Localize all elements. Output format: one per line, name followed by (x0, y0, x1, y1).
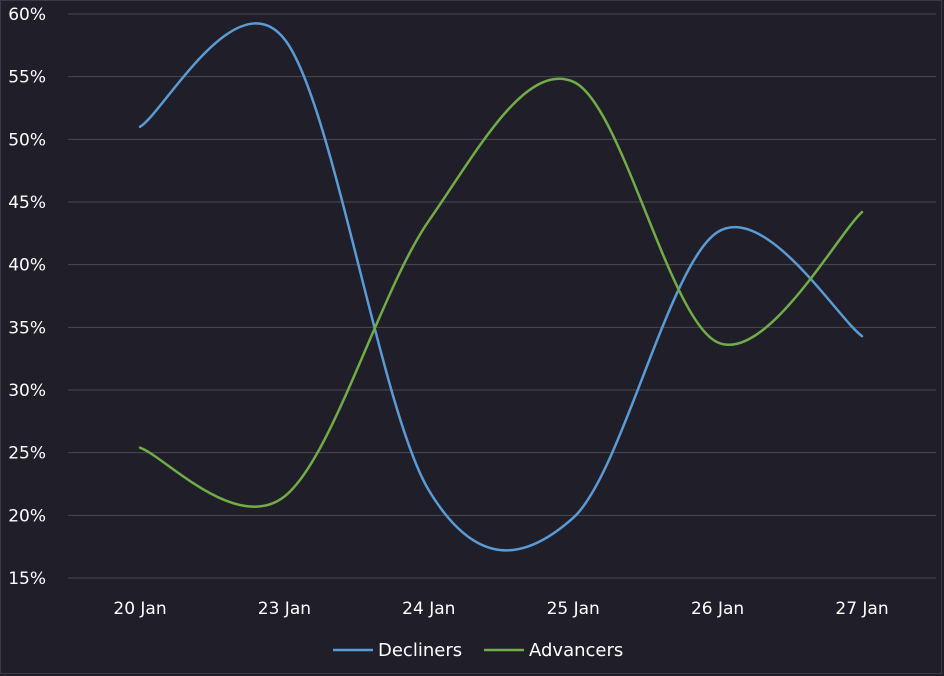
x-tick-label: 23 Jan (258, 599, 311, 619)
y-tick-label: 40% (8, 256, 46, 276)
legend-label-advancers: Advancers (529, 640, 623, 661)
y-tick-label: 55% (8, 68, 46, 88)
y-tick-label: 20% (8, 506, 46, 526)
series-lines (138, 22, 864, 552)
x-axis-ticks: 20 Jan 23 Jan 24 Jan 25 Jan 26 Jan 27 Jan (113, 599, 888, 619)
legend-label-decliners: Decliners (378, 640, 462, 661)
y-tick-label: 60% (8, 5, 46, 25)
x-tick-label: 27 Jan (835, 599, 888, 619)
y-tick-label: 35% (8, 318, 46, 338)
y-tick-label: 50% (8, 130, 46, 150)
x-tick-label: 24 Jan (402, 599, 455, 619)
grid-lines (68, 13, 936, 579)
legend: Decliners Advancers (333, 640, 623, 661)
x-tick-label: 25 Jan (547, 599, 600, 619)
y-tick-label: 25% (8, 444, 46, 464)
x-tick-label: 20 Jan (113, 599, 166, 619)
series-line-advancers (138, 77, 864, 508)
series-line-decliners (138, 22, 864, 552)
y-tick-label: 45% (8, 193, 46, 213)
y-axis-ticks: 60% 55% 50% 45% 40% 35% 30% 25% 20% 15% (8, 5, 46, 589)
y-tick-label: 15% (8, 569, 46, 589)
x-tick-label: 26 Jan (691, 599, 744, 619)
y-tick-label: 30% (8, 381, 46, 401)
